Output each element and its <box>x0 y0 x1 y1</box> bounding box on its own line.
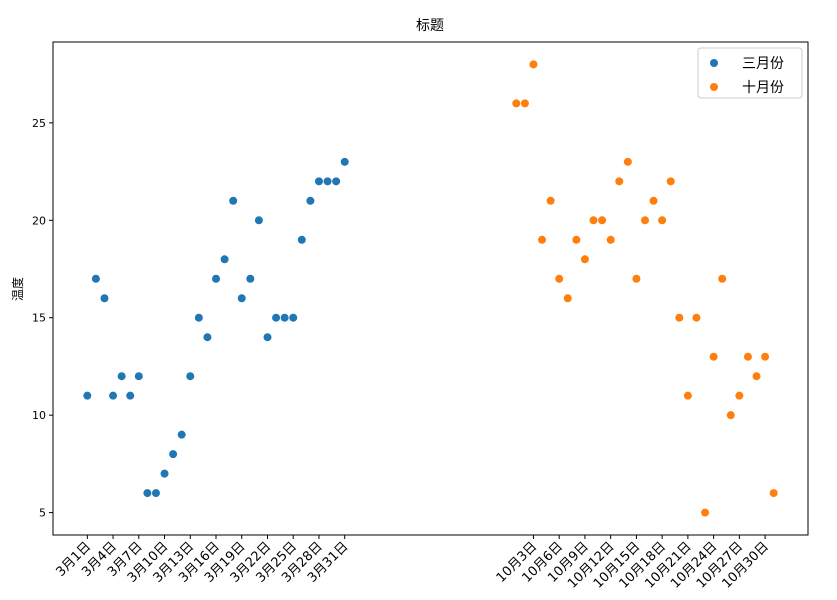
point <box>194 313 203 322</box>
point <box>658 216 667 225</box>
point <box>143 489 152 498</box>
point <box>203 333 212 342</box>
point <box>220 255 229 264</box>
y-tick-label: 15 <box>32 312 46 325</box>
point <box>332 177 341 186</box>
point <box>340 157 349 166</box>
point <box>761 352 770 361</box>
point <box>632 274 641 283</box>
point <box>151 489 160 498</box>
point <box>563 294 572 303</box>
point <box>718 274 727 283</box>
point <box>769 489 778 498</box>
legend-box <box>697 47 803 99</box>
point <box>555 274 564 283</box>
point <box>726 411 735 420</box>
point <box>160 469 169 478</box>
chart-title: 标题 <box>416 18 444 34</box>
point <box>117 372 126 381</box>
point <box>186 372 195 381</box>
point <box>280 313 289 322</box>
y-axis-label: 温度 <box>10 277 25 301</box>
point <box>675 313 684 322</box>
point <box>263 333 272 342</box>
point <box>640 216 649 225</box>
point <box>289 313 298 322</box>
point <box>109 391 118 400</box>
point <box>177 430 186 439</box>
legend-marker <box>710 59 718 67</box>
point <box>752 372 761 381</box>
y-tick-label: 20 <box>32 214 46 227</box>
point <box>254 216 263 225</box>
point <box>91 274 100 283</box>
point <box>134 372 143 381</box>
point <box>323 177 332 186</box>
plot-frame <box>52 41 809 536</box>
point <box>512 99 521 108</box>
point <box>297 235 306 244</box>
point <box>237 294 246 303</box>
point <box>546 196 555 205</box>
point <box>83 391 92 400</box>
point <box>735 391 744 400</box>
point <box>580 255 589 264</box>
point <box>598 216 607 225</box>
point <box>709 352 718 361</box>
legend-label: 三月份 <box>742 56 784 72</box>
point <box>272 313 281 322</box>
point <box>306 196 315 205</box>
legend-label: 十月份 <box>742 80 784 96</box>
point <box>623 157 632 166</box>
point <box>314 177 323 186</box>
point <box>529 60 538 69</box>
point <box>520 99 529 108</box>
point <box>589 216 598 225</box>
point <box>701 508 710 517</box>
point <box>649 196 658 205</box>
y-tick-label: 25 <box>32 117 46 130</box>
point <box>666 177 675 186</box>
legend-marker <box>710 83 718 91</box>
point <box>538 235 547 244</box>
y-tick-label: 10 <box>32 409 46 422</box>
point <box>572 235 581 244</box>
y-tick-label: 5 <box>39 507 46 520</box>
point <box>169 450 178 459</box>
point <box>229 196 238 205</box>
point <box>743 352 752 361</box>
point <box>100 294 109 303</box>
point <box>683 391 692 400</box>
point <box>692 313 701 322</box>
point <box>615 177 624 186</box>
point <box>246 274 255 283</box>
point <box>126 391 135 400</box>
point <box>212 274 221 283</box>
point <box>606 235 615 244</box>
